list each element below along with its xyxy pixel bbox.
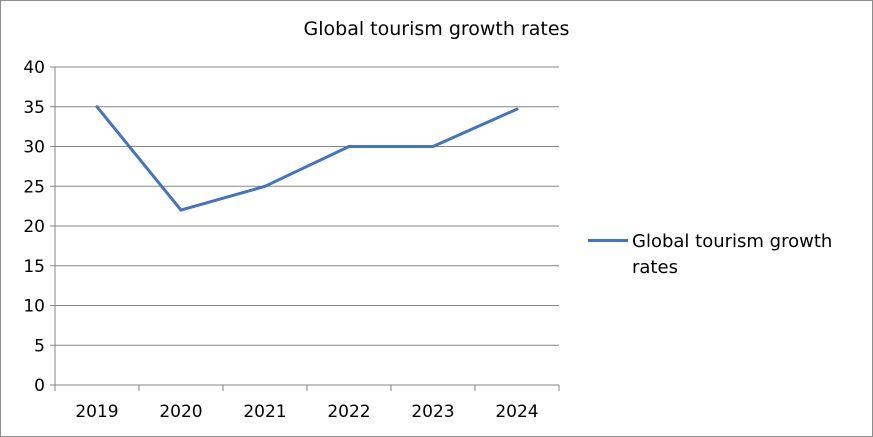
data-point [431,145,435,148]
data-point [515,107,519,111]
y-axis-tick-labels: 0 5 10 15 20 25 30 35 40 [23,58,45,396]
y-tick-label: 20 [23,217,45,237]
y-tick-label: 40 [23,58,45,78]
legend-label: Global tourism growth rates [632,231,833,278]
y-tick-label: 5 [34,336,45,356]
gridlines [55,66,559,346]
chart-title: Global tourism growth rates [303,18,570,40]
series-line [95,105,518,212]
x-tick-label: 2023 [411,402,454,422]
y-tick-label: 35 [23,98,45,118]
x-tick-label: 2024 [495,402,538,422]
x-tick-label: 2022 [327,402,370,422]
x-tick-label: 2019 [75,402,118,422]
series-layer [95,105,519,212]
data-point [179,208,183,212]
axes [50,66,560,391]
legend-swatch [588,239,628,242]
y-tick-label: 10 [23,297,45,317]
x-tick-label: 2021 [243,402,286,422]
data-point [263,184,267,188]
data-point [95,105,99,109]
y-tick-label: 15 [23,257,45,277]
y-tick-label: 0 [34,376,45,396]
x-tick-label: 2020 [159,402,202,422]
y-tick-label: 25 [23,177,45,197]
data-point [347,145,351,148]
x-axis-tick-labels: 2019 2020 2021 2022 2023 2024 [75,402,538,422]
y-tick-label: 30 [23,138,45,158]
